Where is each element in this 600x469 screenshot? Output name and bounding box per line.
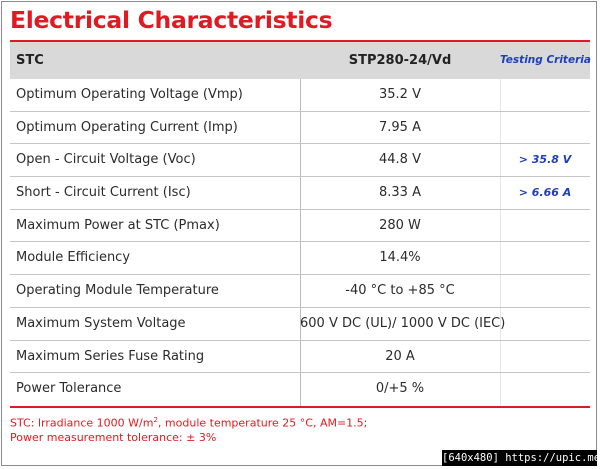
footnote-tolerance: Power measurement tolerance: ± 3% [10,431,217,445]
row-parameter: Module Efficiency [16,250,131,266]
table-body: Optimum Operating Voltage (Vmp) 35.2 V Opt… [10,79,590,406]
table-row: Power Tolerance 0/+5 % [10,373,590,406]
row-parameter: Optimum Operating Current (Imp) [16,119,238,135]
row-value: 14.4% [379,250,421,266]
row-value: 8.33 A [379,185,421,201]
page-title: Electrical Characteristics [10,6,333,34]
row-value: 600 V DC (UL)/ 1000 V DC (IEC) [300,315,506,331]
row-parameter: Power Tolerance [16,381,122,397]
row-parameter: Open - Circuit Voltage (Voc) [16,152,196,168]
row-value: -40 °C to +85 °C [345,283,455,299]
table-row: Module Efficiency 14.4% [10,242,590,276]
row-parameter: Maximum Power at STC (Pmax) [16,217,220,233]
row-value: 44.8 V [379,152,421,168]
row-parameter: Maximum Series Fuse Rating [16,348,205,364]
row-value: 0/+5 % [375,381,425,397]
row-parameter: Maximum System Voltage [16,315,186,331]
column-divider [300,42,301,406]
table-row: Maximum Power at STC (Pmax) 280 W [10,210,590,243]
header-model: STP280-24/Vd [348,53,452,68]
footnote-stc-text-end: , module temperature 25 °C, AM=1.5; [157,416,368,430]
notes-divider [10,406,590,408]
table-row: Optimum Operating Voltage (Vmp) 35.2 V [10,79,590,112]
table-row: Short - Circuit Current (Isc) 8.33 A > 6.6… [10,177,590,210]
row-parameter: Operating Module Temperature [16,283,219,299]
table-row: Open - Circuit Voltage (Voc) 44.8 V > 35.8… [10,144,590,178]
row-criteria: > 6.66 A [518,186,572,200]
row-value: 7.95 A [379,119,421,135]
footnote-stc: STC: lrradiance 1000 W/m2, module temper… [10,413,367,431]
table-row: Maximum Series Fuse Rating 20 A [10,341,590,374]
table-row: Optimum Operating Current (Imp) 7.95 A [10,112,590,145]
table-header: STC STP280-24/Vd Testing Criteria [10,42,591,79]
title-divider [10,40,590,42]
characteristics-table: STC STP280-24/Vd Testing Criteria Optimu… [10,42,591,406]
row-parameter: Short - Circuit Current (Isc) [16,185,191,201]
header-criteria: Testing Criteria [500,54,591,66]
row-value: 35.2 V [379,87,421,102]
watermark-caption: [640x480] https://upic.me/ [442,450,600,466]
table-row: Operating Module Temperature -40 °C to +8… [10,275,590,308]
row-value: 20 A [385,348,415,364]
footnote-stc-superscript: 2 [153,416,158,424]
row-parameter: Optimum Operating Voltage (Vmp) [16,87,243,102]
table-row: Maximum System Voltage 600 V DC (UL)/ 100… [10,308,590,341]
row-value: 280 W [379,217,421,233]
column-divider-criteria [500,79,501,406]
row-criteria: > 35.8 V [518,153,572,167]
header-param: STC [16,53,44,68]
footnotes: STC: lrradiance 1000 W/m2, module temper… [10,413,367,446]
footnote-stc-text: STC: lrradiance 1000 W/m [10,416,154,430]
